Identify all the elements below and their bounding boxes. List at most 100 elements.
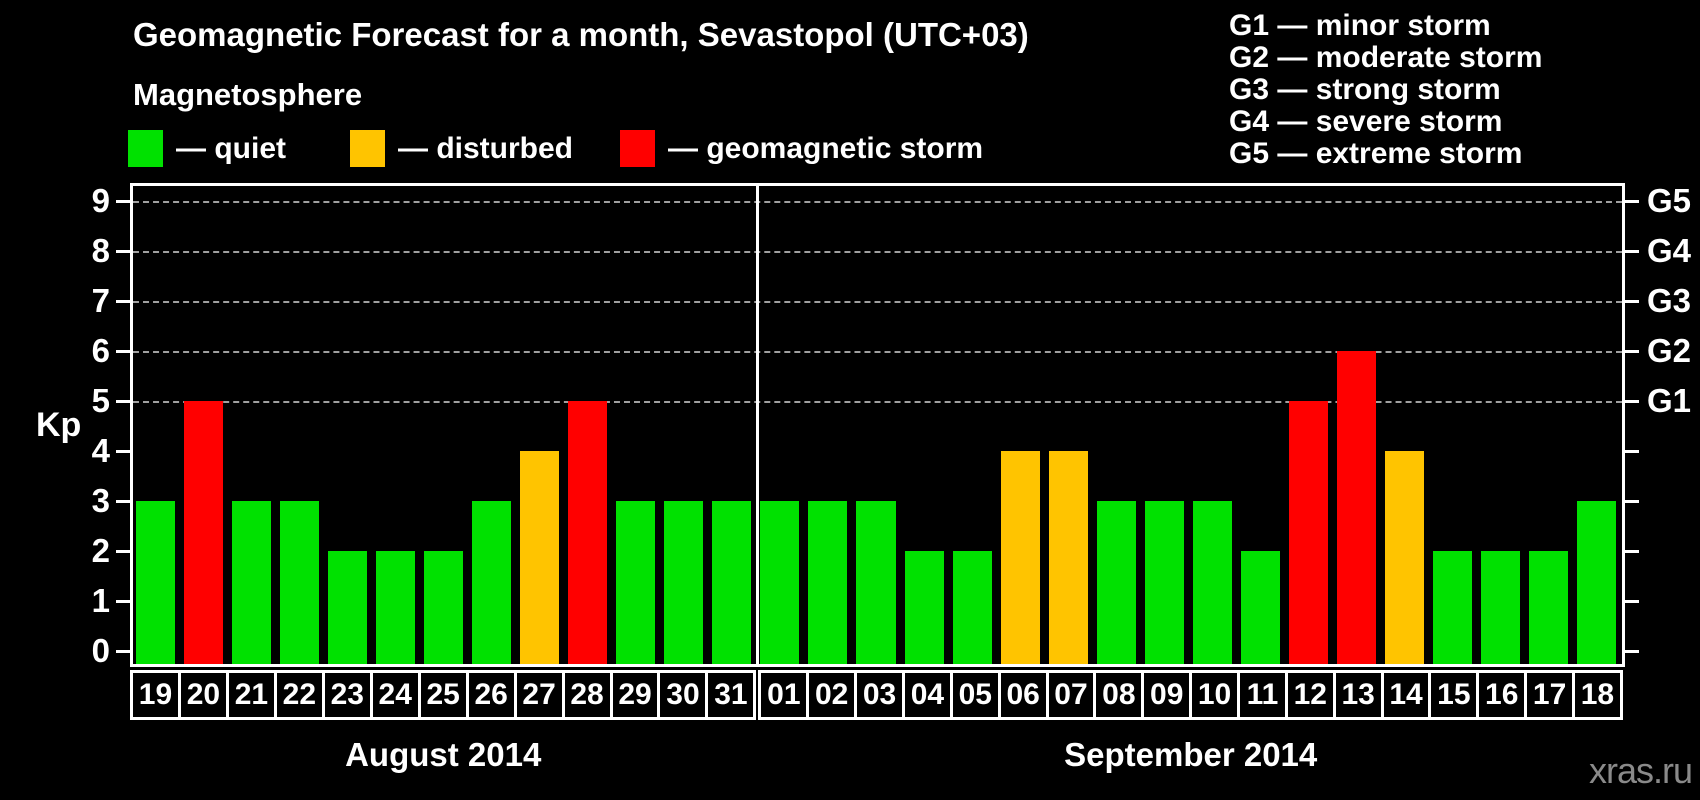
legend-swatch-quiet bbox=[128, 130, 163, 167]
kp-bar-07-sep bbox=[1048, 451, 1088, 664]
legend-item-quiet: — quiet bbox=[128, 130, 286, 167]
kp-bar-01-sep bbox=[760, 501, 800, 664]
date-cell-10: 10 bbox=[1189, 670, 1240, 720]
month-label-september: September 2014 bbox=[1064, 736, 1318, 773]
y-tick-left-3 bbox=[116, 500, 130, 503]
kp-bar-27-aug bbox=[520, 451, 560, 664]
date-cell-12: 12 bbox=[1284, 670, 1336, 720]
y-tick-label-1: 1 bbox=[91, 582, 110, 619]
date-cell-28: 28 bbox=[561, 670, 613, 720]
y-tick-left-4 bbox=[116, 450, 130, 453]
date-cell-26: 26 bbox=[465, 670, 517, 720]
date-cell-15: 15 bbox=[1428, 670, 1480, 720]
kp-bar-08-sep bbox=[1096, 501, 1136, 664]
kp-bar-17-sep bbox=[1528, 551, 1568, 664]
kp-bar-26-aug bbox=[472, 501, 512, 664]
legend-label-quiet: — quiet bbox=[176, 131, 286, 165]
y-tick-right-5 bbox=[1625, 400, 1639, 403]
g-axis-label-G2: G2 bbox=[1647, 332, 1692, 369]
g-scale-legend: G1 — minor storm G2 — moderate storm G3 — … bbox=[1229, 10, 1542, 170]
chart-subtitle: Magnetosphere bbox=[133, 77, 363, 112]
kp-bar-15-sep bbox=[1432, 551, 1472, 664]
kp-bar-11-sep bbox=[1240, 551, 1280, 664]
gridline-kp7 bbox=[133, 301, 1622, 303]
y-tick-label-5: 5 bbox=[91, 382, 110, 419]
kp-bar-21-aug bbox=[232, 501, 272, 664]
kp-bar-30-aug bbox=[664, 501, 704, 664]
y-tick-right-2 bbox=[1625, 550, 1639, 553]
date-cell-08: 08 bbox=[1093, 670, 1145, 720]
date-row-september: 01 02 03 04 05 06 07 08 09 10 11 12 13 14 15 16 17 18 bbox=[758, 670, 1623, 720]
g-legend-line-3: G3 — strong storm bbox=[1229, 73, 1501, 106]
date-cell-13: 13 bbox=[1332, 670, 1384, 720]
date-cell-30: 30 bbox=[657, 670, 709, 720]
date-cell-07: 07 bbox=[1045, 670, 1097, 720]
legend-swatch-storm bbox=[620, 130, 655, 167]
gridline-kp5 bbox=[133, 401, 1622, 403]
date-cell-27: 27 bbox=[513, 670, 565, 720]
date-cell-06: 06 bbox=[997, 670, 1049, 720]
y-tick-left-2 bbox=[116, 550, 130, 553]
g-legend-line-2: G2 — moderate storm bbox=[1229, 41, 1543, 74]
g-axis-label-G5: G5 bbox=[1647, 182, 1692, 219]
date-cell-25: 25 bbox=[417, 670, 469, 720]
kp-bar-16-sep bbox=[1480, 551, 1520, 664]
y-tick-right-3 bbox=[1625, 500, 1639, 503]
y-tick-right-7 bbox=[1625, 300, 1639, 303]
y-tick-label-6: 6 bbox=[91, 332, 110, 369]
date-cell-29: 29 bbox=[609, 670, 661, 720]
g-axis-label-G1: G1 bbox=[1647, 382, 1692, 419]
kp-bar-23-aug bbox=[328, 551, 368, 664]
plot-area bbox=[130, 183, 1625, 667]
kp-bar-09-sep bbox=[1144, 501, 1184, 664]
date-cell-04: 04 bbox=[901, 670, 953, 720]
y-tick-label-4: 4 bbox=[91, 432, 110, 469]
date-cell-05: 05 bbox=[949, 670, 1001, 720]
date-cell-31: 31 bbox=[705, 670, 757, 720]
y-tick-label-0: 0 bbox=[91, 632, 110, 669]
y-tick-left-8 bbox=[116, 250, 130, 253]
legend-label-storm: — geomagnetic storm bbox=[668, 131, 984, 165]
kp-bar-12-sep bbox=[1288, 401, 1328, 664]
month-label-august: August 2014 bbox=[345, 736, 542, 773]
date-cell-09: 09 bbox=[1141, 670, 1193, 720]
kp-bar-13-sep bbox=[1336, 351, 1376, 664]
date-cell-23: 23 bbox=[321, 670, 373, 720]
kp-bar-31-aug bbox=[712, 501, 752, 664]
y-tick-left-1 bbox=[116, 600, 130, 603]
date-cell-18: 18 bbox=[1572, 670, 1623, 720]
g-axis-label-G4: G4 bbox=[1647, 232, 1692, 269]
date-cell-03: 03 bbox=[854, 670, 905, 720]
y-tick-right-0 bbox=[1625, 650, 1639, 653]
y-tick-left-5 bbox=[116, 400, 130, 403]
g-legend-line-4: G4 — severe storm bbox=[1229, 105, 1503, 138]
date-cell-20: 20 bbox=[177, 670, 229, 720]
y-tick-label-2: 2 bbox=[91, 532, 110, 569]
date-cell-19: 19 bbox=[130, 670, 181, 720]
kp-bar-03-sep bbox=[856, 501, 896, 664]
kp-bar-25-aug bbox=[424, 551, 464, 664]
legend-item-storm: — geomagnetic storm bbox=[620, 130, 983, 167]
kp-bar-28-aug bbox=[568, 401, 608, 664]
legend-label-disturbed: — disturbed bbox=[398, 131, 574, 165]
gridline-kp9 bbox=[133, 201, 1622, 203]
g-legend-line-5: G5 — extreme storm bbox=[1229, 137, 1523, 170]
legend-item-disturbed: — disturbed bbox=[350, 130, 573, 167]
kp-bar-04-sep bbox=[904, 551, 944, 664]
date-cell-02: 02 bbox=[806, 670, 858, 720]
date-cell-24: 24 bbox=[369, 670, 421, 720]
kp-bar-02-sep bbox=[808, 501, 848, 664]
month-divider bbox=[755, 186, 759, 664]
kp-bar-22-aug bbox=[280, 501, 320, 664]
y-tick-left-6 bbox=[116, 350, 130, 353]
y-tick-label-9: 9 bbox=[91, 182, 110, 219]
kp-bar-29-aug bbox=[616, 501, 656, 664]
y-tick-label-8: 8 bbox=[91, 232, 110, 269]
date-row-august: 19 20 21 22 23 24 25 26 27 28 29 30 31 bbox=[130, 670, 757, 720]
date-cell-21: 21 bbox=[225, 670, 277, 720]
y-tick-right-6 bbox=[1625, 350, 1639, 353]
y-tick-right-4 bbox=[1625, 450, 1639, 453]
y-tick-left-0 bbox=[116, 650, 130, 653]
date-cell-22: 22 bbox=[273, 670, 325, 720]
